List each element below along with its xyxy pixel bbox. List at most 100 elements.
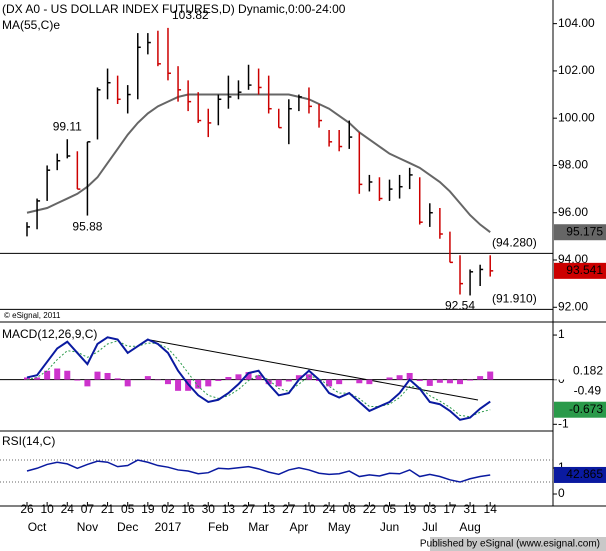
y-tick-label: 100.00 (558, 110, 595, 124)
legend-entry: MA(55,C)e (2, 18, 60, 32)
y-tick-label: 94.00 (558, 252, 588, 266)
x-month-label: Dec (117, 520, 138, 534)
value-box (554, 401, 606, 418)
value-label: -0.673 (569, 402, 603, 416)
histogram-bar (426, 379, 433, 386)
histogram-bar (436, 379, 443, 383)
x-tick-label: 05 (383, 502, 397, 516)
histogram-bar (215, 379, 222, 382)
x-tick-label: 13 (222, 502, 236, 516)
histogram-bar (114, 378, 121, 380)
annotation: 95.88 (72, 220, 102, 234)
histogram-bar (245, 372, 252, 380)
histogram-bar (467, 379, 474, 381)
histogram-bar (144, 376, 151, 380)
histogram-bar (175, 379, 182, 391)
histogram-bar (94, 371, 101, 380)
histogram-bar (386, 377, 393, 380)
histogram-bar (24, 377, 30, 380)
series-line (26, 336, 491, 421)
value-label: 0.182 (573, 364, 603, 378)
x-tick-label: 22 (363, 502, 377, 516)
x-tick-label: 14 (484, 502, 498, 516)
x-tick-label: 08 (343, 502, 357, 516)
histogram-bar (34, 377, 41, 380)
x-month-label: Nov (77, 520, 98, 534)
series-line (26, 93, 491, 234)
value-label: -0.49 (574, 384, 602, 398)
histogram-bar (44, 370, 51, 380)
x-tick-label: 17 (443, 502, 457, 516)
series-line (26, 459, 491, 483)
x-tick-label: 21 (101, 502, 115, 516)
x-tick-label: 10 (302, 502, 316, 516)
value-label: 93.541 (566, 263, 603, 277)
histogram-bar (164, 379, 171, 385)
x-tick-label: 27 (282, 502, 296, 516)
y-tick-label: 1 (558, 327, 565, 341)
x-month-label: Jun (380, 520, 399, 534)
x-month-label: Feb (208, 520, 229, 534)
value-label: 42.865 (566, 467, 603, 481)
y-tick-label: 104.00 (558, 16, 595, 30)
histogram-bar (336, 379, 343, 385)
histogram-bar (446, 379, 453, 384)
x-tick-label: 26 (20, 502, 34, 516)
histogram-bar (104, 372, 111, 380)
value-box (554, 466, 606, 483)
x-month-label: 2017 (155, 520, 182, 534)
panel-title: MACD(12,26,9,C) (2, 327, 97, 341)
value-box (554, 224, 606, 241)
histogram-bar (265, 379, 272, 385)
x-month-label: Jul (422, 520, 437, 534)
histogram-bar (406, 372, 413, 380)
y-tick-label: 96.00 (558, 205, 588, 219)
x-tick-label: 16 (181, 502, 195, 516)
histogram-bar (84, 379, 91, 387)
x-month-label: Apr (290, 520, 309, 534)
x-tick-label: 02 (161, 502, 175, 516)
histogram-bar (326, 379, 333, 387)
y-tick-label: 0 (558, 486, 565, 500)
x-tick-label: 27 (242, 502, 256, 516)
histogram-bar (305, 374, 312, 380)
histogram-bar (225, 377, 232, 380)
x-tick-label: 05 (121, 502, 135, 516)
x-tick-label: 03 (423, 502, 437, 516)
histogram-bar (255, 375, 262, 380)
x-month-label: May (328, 520, 351, 534)
x-tick-label: 07 (81, 502, 95, 516)
y-tick-label: 98.00 (558, 158, 588, 172)
x-tick-label: 24 (61, 502, 75, 516)
histogram-bar (195, 379, 202, 389)
x-tick-label: 19 (403, 502, 417, 516)
panel-title: RSI(14,C) (2, 434, 55, 448)
annotation: 99.11 (53, 119, 82, 133)
series-line (26, 340, 491, 418)
y-tick-label: -1 (558, 416, 569, 430)
histogram-bar (64, 370, 71, 380)
level-label: (94.280) (492, 236, 537, 250)
histogram-bar (487, 371, 494, 380)
chart-title: (DX A0 - US DOLLAR INDEX FUTURES,D) Dyna… (2, 2, 346, 16)
annotation: 103.82 (172, 8, 209, 22)
x-month-label: Aug (459, 520, 480, 534)
x-month-label: Mar (248, 520, 269, 534)
x-tick-label: 19 (141, 502, 155, 516)
copyright: © eSignal, 2011 (4, 311, 61, 320)
level-label: (91.910) (492, 292, 537, 306)
histogram-bar (416, 379, 423, 382)
x-tick-label: 10 (40, 502, 54, 516)
histogram-bar (396, 375, 403, 380)
histogram-bar (74, 379, 81, 381)
value-box (554, 262, 606, 279)
y-tick-label: 102.00 (558, 63, 595, 77)
histogram-bar (275, 379, 282, 387)
y-tick-label: 92.00 (558, 299, 588, 313)
histogram-bar (356, 379, 363, 384)
footer: Published by eSignal (www.esignal.com) (420, 539, 600, 550)
x-tick-label: 31 (463, 502, 477, 516)
histogram-bar (366, 379, 373, 385)
